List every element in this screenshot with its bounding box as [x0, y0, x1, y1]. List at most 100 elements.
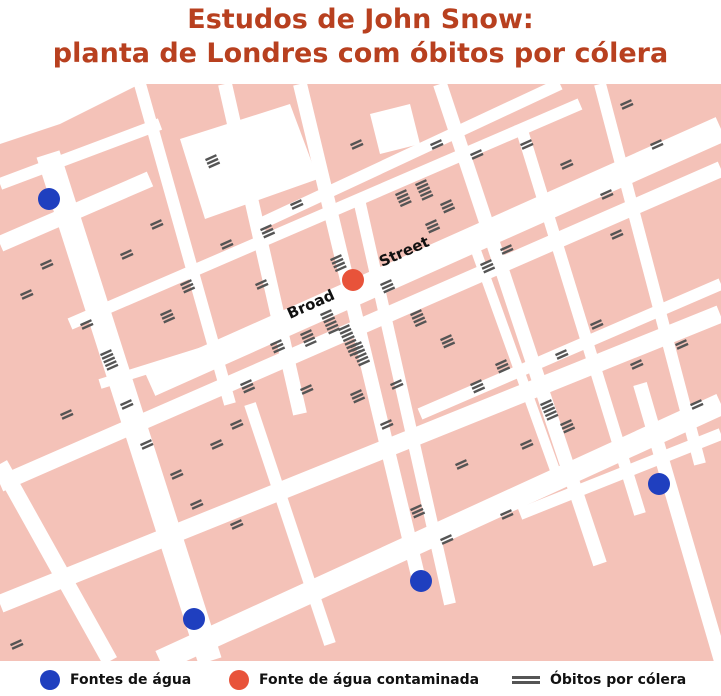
death-mark — [559, 159, 572, 167]
death-cluster — [415, 179, 434, 201]
map-legend: Fontes de água Fonte de água contaminada… — [0, 668, 721, 696]
death-mark — [501, 247, 514, 255]
death-cluster — [554, 349, 569, 360]
death-mark — [61, 412, 74, 420]
death-mark — [290, 199, 302, 207]
death-mark — [398, 196, 411, 204]
death-mark — [675, 339, 687, 347]
death-mark — [379, 279, 392, 287]
death-cluster — [229, 519, 244, 530]
death-cluster — [189, 499, 204, 510]
death-cluster — [80, 319, 94, 330]
death-cluster — [410, 309, 427, 328]
death-mark — [630, 359, 642, 367]
death-mark — [521, 442, 534, 450]
death-mark — [396, 192, 409, 200]
death-cluster — [430, 139, 444, 150]
death-mark — [591, 322, 604, 330]
death-mark — [395, 189, 407, 197]
death-mark — [341, 331, 354, 339]
death-mark — [326, 323, 339, 331]
death-mark — [481, 262, 494, 270]
death-cluster — [9, 639, 24, 650]
death-cluster — [455, 459, 469, 470]
death-mark — [100, 349, 112, 357]
death-mark — [255, 279, 267, 287]
death-mark — [301, 332, 314, 340]
death-cluster — [290, 199, 304, 210]
death-mark — [418, 186, 431, 194]
death-mark — [324, 320, 337, 328]
death-mark — [256, 282, 269, 290]
death-mark — [560, 419, 572, 427]
death-cluster — [230, 419, 244, 430]
death-mark — [399, 200, 412, 208]
death-mark — [171, 472, 184, 480]
death-mark — [499, 244, 512, 252]
death-mark — [391, 382, 404, 390]
death-cluster — [210, 439, 224, 450]
death-cluster — [300, 384, 314, 395]
death-mark — [206, 157, 219, 165]
death-mark — [455, 459, 467, 467]
death-mark — [496, 362, 509, 370]
death-bars-icon — [512, 676, 540, 684]
death-mark — [441, 337, 454, 345]
death-mark — [291, 202, 304, 210]
death-mark — [601, 192, 614, 200]
death-mark — [483, 266, 496, 274]
blue-dot-icon — [40, 670, 60, 690]
death-mark — [170, 469, 182, 477]
death-cluster — [170, 469, 184, 480]
red-dot-icon — [229, 670, 249, 690]
death-cluster — [255, 279, 269, 290]
death-cluster — [220, 239, 234, 250]
death-mark — [41, 262, 54, 270]
death-mark — [351, 142, 364, 150]
death-mark — [121, 402, 134, 410]
death-mark — [205, 154, 217, 162]
death-cluster — [140, 439, 154, 450]
death-mark — [141, 442, 154, 450]
death-mark — [60, 409, 72, 417]
death-mark — [342, 335, 355, 343]
death-mark — [338, 324, 350, 332]
death-mark — [430, 139, 442, 147]
death-mark — [383, 286, 396, 294]
death-mark — [413, 316, 426, 324]
death-cluster — [379, 419, 394, 430]
death-cluster — [649, 139, 664, 150]
death-mark — [106, 363, 119, 371]
death-mark — [414, 320, 427, 328]
death-cluster — [330, 254, 347, 273]
death-mark — [221, 242, 234, 250]
death-cluster — [590, 319, 604, 330]
death-mark — [180, 279, 192, 287]
death-mark — [621, 102, 634, 110]
death-mark — [456, 462, 469, 470]
death-mark — [101, 352, 114, 360]
death-mark — [381, 282, 394, 290]
death-mark — [20, 289, 32, 297]
death-mark — [431, 142, 444, 150]
death-mark — [416, 182, 429, 190]
legend-item-contaminated-pump: Fonte de água contaminada — [229, 668, 479, 692]
death-cluster — [390, 379, 404, 390]
death-mark — [428, 226, 441, 234]
death-mark — [541, 402, 554, 410]
death-cluster — [600, 189, 614, 200]
death-mark — [611, 232, 624, 240]
death-mark — [161, 312, 174, 320]
death-mark — [150, 219, 162, 227]
london-map: Broad Street — [0, 84, 721, 661]
death-mark — [546, 413, 559, 421]
legend-label-water-pumps: Fontes de água — [70, 672, 192, 688]
death-mark — [631, 362, 644, 370]
death-mark — [354, 352, 367, 360]
death-cluster — [270, 339, 286, 354]
death-mark — [208, 161, 221, 169]
death-mark — [521, 142, 534, 150]
death-mark — [229, 519, 242, 527]
death-cluster — [440, 334, 456, 349]
death-mark — [651, 142, 664, 150]
